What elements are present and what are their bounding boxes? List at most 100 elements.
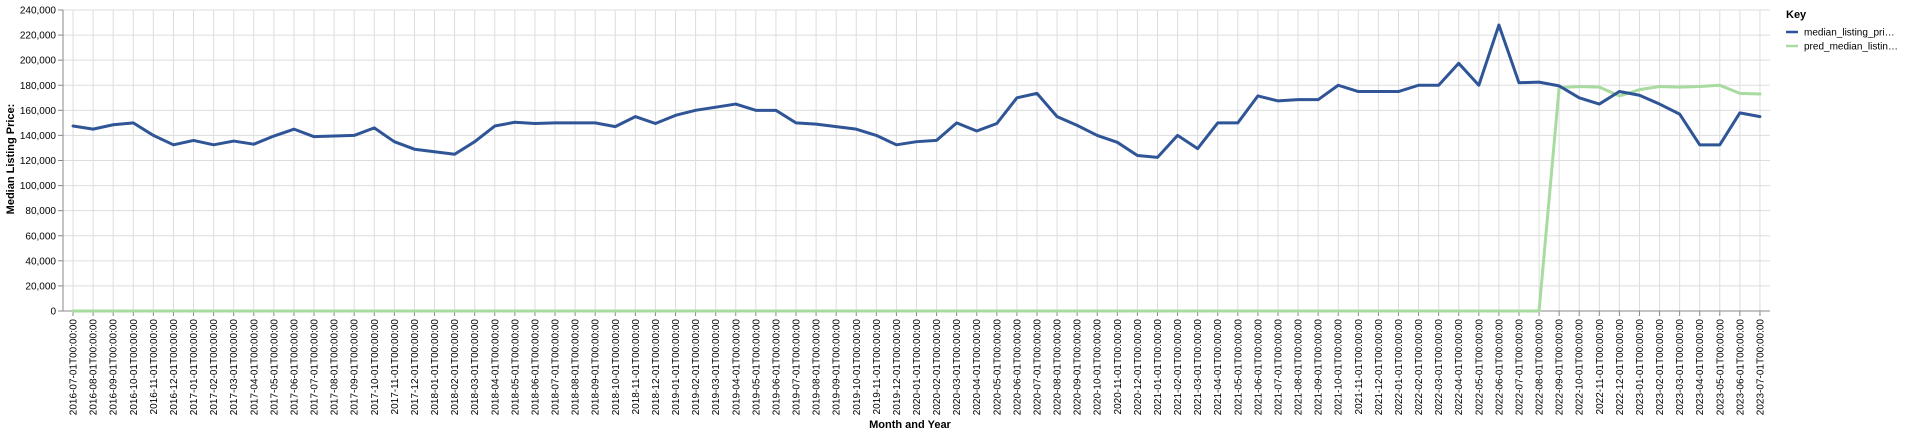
x-tick-label: 2023-01-01T00:00:00 [1635,319,1646,416]
legend-label: pred_median_listin… [1804,42,1898,53]
gridlines [63,9,1770,312]
x-tick-label: 2017-12-01T00:00:00 [410,319,421,416]
x-tick-label: 2022-07-01T00:00:00 [1514,319,1525,416]
x-tick-label: 2021-03-01T00:00:00 [1193,319,1204,416]
y-tick-label: 180,000 [20,81,57,92]
x-tick-label: 2019-02-01T00:00:00 [691,319,702,416]
x-tick-label: 2019-08-01T00:00:00 [812,319,823,416]
x-tick-label: 2018-04-01T00:00:00 [490,319,501,416]
x-tick-label: 2017-05-01T00:00:00 [269,319,280,416]
y-tick-label: 160,000 [20,106,57,117]
x-tick-label: 2020-02-01T00:00:00 [932,319,943,416]
series-line-1 [71,83,1762,313]
x-tick-label: 2022-10-01T00:00:00 [1575,319,1586,416]
x-tick-label: 2023-07-01T00:00:00 [1755,319,1766,416]
x-tick-label: 2019-01-01T00:00:00 [671,319,682,416]
x-tick-label: 2020-06-01T00:00:00 [1012,319,1023,416]
x-tick-label: 2019-10-01T00:00:00 [852,319,863,416]
x-tick-label: 2022-08-01T00:00:00 [1535,319,1546,416]
x-tick-label: 2016-10-01T00:00:00 [129,319,140,416]
x-tick-label: 2017-11-01T00:00:00 [390,319,401,415]
y-tick-label: 20,000 [25,281,56,292]
x-tick-label: 2020-09-01T00:00:00 [1073,319,1084,416]
x-tick-label: 2017-10-01T00:00:00 [370,319,381,416]
x-tick-label: 2021-06-01T00:00:00 [1253,319,1264,416]
x-tick-label: 2022-02-01T00:00:00 [1414,319,1425,416]
series-line-0 [71,23,1762,159]
y-tick-label: 100,000 [20,181,57,192]
x-tick-label: 2017-01-01T00:00:00 [189,319,200,416]
x-tick-label: 2016-09-01T00:00:00 [109,319,120,416]
x-tick-label: 2018-08-01T00:00:00 [571,319,582,416]
x-tick-label: 2023-04-01T00:00:00 [1695,319,1706,416]
x-tick-label: 2019-04-01T00:00:00 [731,319,742,416]
x-tick-label: 2017-03-01T00:00:00 [229,319,240,416]
x-tick-label: 2021-01-01T00:00:00 [1153,319,1164,416]
x-tick-label: 2018-07-01T00:00:00 [551,319,562,416]
y-tick-label: 0 [50,307,56,318]
x-tick-label: 2018-09-01T00:00:00 [591,319,602,416]
x-tick-label: 2017-08-01T00:00:00 [330,319,341,416]
x-tick-label: 2017-06-01T00:00:00 [289,319,300,416]
x-tick-label: 2018-06-01T00:00:00 [530,319,541,416]
x-tick-label: 2019-11-01T00:00:00 [872,319,883,415]
x-tick-label: 2018-03-01T00:00:00 [470,319,481,416]
x-tick-label: 2020-05-01T00:00:00 [992,319,1003,416]
y-tick-label: 80,000 [25,206,56,217]
y-tick-label: 220,000 [20,31,57,42]
x-tick-label: 2019-06-01T00:00:00 [771,319,782,416]
x-tick-label: 2016-08-01T00:00:00 [89,319,100,416]
x-tick-label: 2017-02-01T00:00:00 [209,319,220,416]
x-tick-label: 2022-01-01T00:00:00 [1394,319,1405,416]
x-tick-label: 2018-01-01T00:00:00 [430,319,441,416]
legend-label: median_listing_pri… [1804,28,1895,39]
x-tick-label: 2018-10-01T00:00:00 [611,319,622,416]
legend-items: median_listing_pri… pred_median_listin… [1786,28,1898,53]
x-tick-label: 2018-05-01T00:00:00 [510,319,521,416]
y-axis-title: Median Listing Price: [5,104,17,215]
x-tick-label: 2022-04-01T00:00:00 [1454,319,1465,416]
y-tick-label: 240,000 [20,6,57,17]
x-tick-label: 2021-07-01T00:00:00 [1273,319,1284,416]
x-tick-label: 2017-07-01T00:00:00 [310,319,321,416]
x-tick-label: 2018-02-01T00:00:00 [450,319,461,416]
x-tick-label: 2018-11-01T00:00:00 [631,319,642,415]
x-tick-label: 2021-12-01T00:00:00 [1374,319,1385,416]
x-tick-label: 2022-11-01T00:00:00 [1595,319,1606,415]
x-tick-label: 2020-04-01T00:00:00 [972,319,983,416]
x-tick-label: 2021-09-01T00:00:00 [1314,319,1325,416]
x-tick-label: 2021-02-01T00:00:00 [1173,319,1184,416]
x-tick-label: 2019-03-01T00:00:00 [711,319,722,416]
x-tick-label: 2017-09-01T00:00:00 [350,319,361,416]
y-tick-label: 140,000 [20,131,57,142]
x-tick-label: 2020-03-01T00:00:00 [952,319,963,416]
y-tick-label: 200,000 [20,56,57,67]
x-tick-label: 2020-08-01T00:00:00 [1053,319,1064,416]
x-tick-label: 2020-10-01T00:00:00 [1093,319,1104,416]
x-tick-label: 2021-08-01T00:00:00 [1294,319,1305,416]
y-tick-label: 60,000 [25,231,56,242]
series-lines [71,23,1762,313]
x-tick-label: 2020-11-01T00:00:00 [1113,319,1124,415]
x-tick-label: 2022-06-01T00:00:00 [1494,319,1505,416]
x-tick-label: 2022-09-01T00:00:00 [1555,319,1566,416]
x-tick-label: 2019-09-01T00:00:00 [832,319,843,416]
x-tick-label: 2019-12-01T00:00:00 [892,319,903,416]
x-tick-label: 2019-05-01T00:00:00 [751,319,762,416]
x-tick-label: 2020-07-01T00:00:00 [1032,319,1043,416]
x-tick-label: 2021-10-01T00:00:00 [1334,319,1345,416]
x-tick-label: 2022-03-01T00:00:00 [1434,319,1445,416]
x-tick-label: 2021-04-01T00:00:00 [1213,319,1224,416]
x-tick-label: 2016-11-01T00:00:00 [149,319,160,415]
x-axis-title: Month and Year [869,419,951,431]
y-tick-label: 120,000 [20,156,57,167]
x-tick-label: 2019-07-01T00:00:00 [792,319,803,416]
x-tick-label: 2022-05-01T00:00:00 [1474,319,1485,416]
x-tick-label: 2023-02-01T00:00:00 [1655,319,1666,416]
legend: Key median_listing_pri… pred_median_listi… [1786,9,1898,53]
x-tick-label: 2020-01-01T00:00:00 [912,319,923,416]
x-tick-label: 2018-12-01T00:00:00 [651,319,662,416]
legend-title: Key [1786,9,1807,21]
